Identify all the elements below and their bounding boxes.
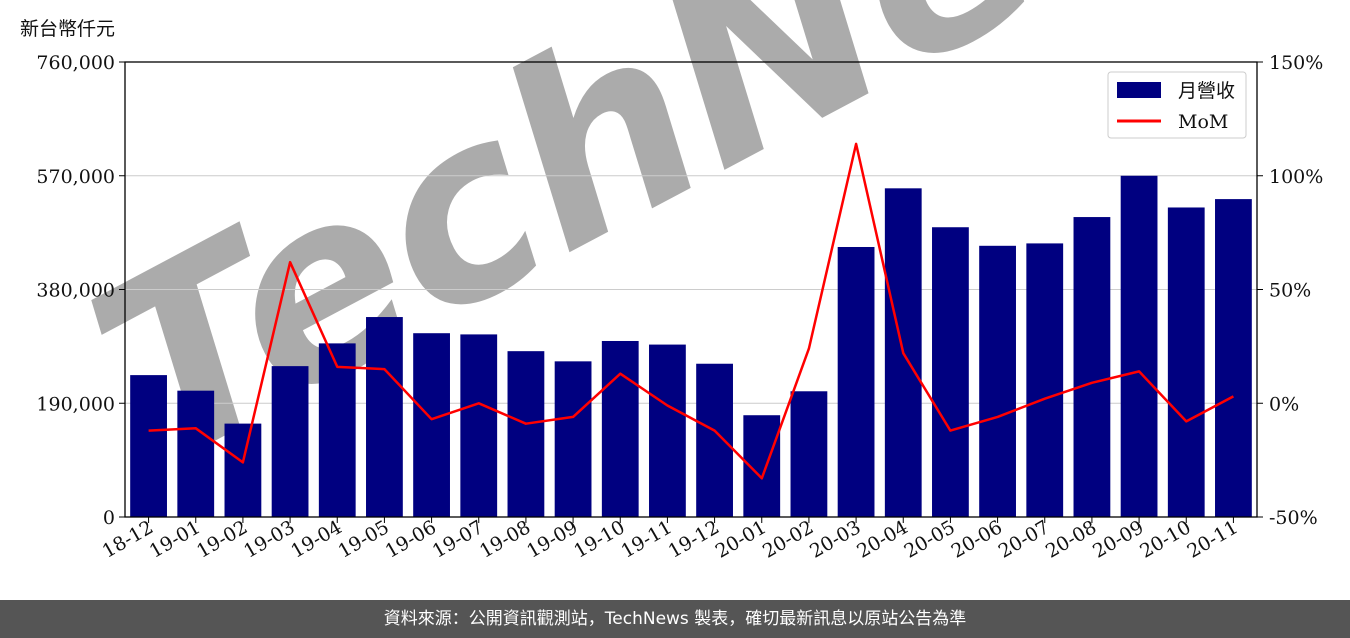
x-tick-label: 20-01: [712, 516, 770, 562]
bar-20-06: [979, 245, 1016, 517]
legend-label-mom: MoM: [1178, 111, 1228, 133]
y-axis-unit-label: 新台幣仟元: [20, 18, 116, 40]
right-tick-label: 0%: [1269, 393, 1299, 415]
x-tick-label: 20-04: [853, 516, 911, 562]
bar-19-09: [554, 361, 592, 517]
right-tick-label: 100%: [1269, 166, 1323, 188]
x-tick-label: 19-03: [240, 516, 298, 562]
grid-lines: [125, 175, 1257, 404]
x-tick-label: 20-03: [806, 516, 864, 562]
x-tick-label: 19-01: [146, 516, 204, 562]
x-tick-label: 19-06: [382, 516, 440, 562]
bar-20-09: [1120, 175, 1158, 517]
x-tick-label: 19-09: [523, 516, 581, 562]
bar-19-07: [460, 334, 498, 517]
x-tick-label: 20-08: [1042, 516, 1100, 562]
bar-18-12: [130, 375, 167, 517]
x-tick-label: 20-09: [1089, 516, 1147, 562]
x-tick-label: 19-12: [665, 516, 723, 562]
combo-chart: TechNews 0190,000380,000570,000760,000-5…: [36, 0, 1350, 563]
bar-20-11: [1215, 199, 1252, 517]
bar-20-07: [1026, 243, 1064, 518]
left-tick-label: 380,000: [36, 280, 115, 302]
right-tick-label: 150%: [1269, 52, 1323, 74]
x-tick-label: 20-10: [1136, 516, 1194, 562]
x-tick-label: 19-10: [570, 516, 628, 562]
bar-20-03: [837, 246, 875, 518]
bar-19-01: [177, 390, 215, 517]
left-tick-label: 190,000: [36, 393, 115, 415]
bar-20-05: [932, 227, 969, 517]
x-tick-label: 20-06: [948, 516, 1006, 562]
x-tick-label: 20-02: [759, 516, 817, 562]
bar-20-10: [1167, 207, 1205, 517]
x-tick-label: 19-11: [617, 516, 675, 562]
x-tick-label: 20-07: [995, 516, 1053, 562]
x-tick-label: 19-05: [334, 516, 392, 562]
x-tick-label: 19-08: [476, 516, 534, 562]
source-footer: 資料來源：公開資訊觀測站，TechNews 製表，確切最新訊息以原站公告為準: [0, 600, 1350, 638]
left-tick-label: 760,000: [36, 52, 115, 74]
bar-19-05: [366, 317, 403, 517]
right-tick-label: 50%: [1269, 280, 1311, 302]
bar-19-03: [271, 366, 309, 517]
bar-19-12: [696, 363, 733, 517]
x-tick-label: 20-11: [1183, 516, 1241, 562]
x-tick-label: 19-07: [429, 516, 487, 562]
mom-line: [148, 142, 1234, 480]
mom-line-series: [148, 142, 1234, 480]
legend: 月營收 MoM: [1107, 71, 1247, 139]
legend-swatch-revenue: [1117, 82, 1161, 98]
bar-20-08: [1073, 217, 1111, 517]
right-tick-label: -50%: [1269, 507, 1318, 529]
bar-19-06: [413, 333, 450, 517]
bar-19-11: [649, 344, 686, 517]
bar-20-02: [790, 391, 828, 517]
legend-label-revenue: 月營收: [1178, 80, 1235, 102]
left-tick-label: 0: [103, 507, 115, 529]
bar-19-08: [507, 351, 545, 517]
x-tick-label: 20-05: [900, 516, 958, 562]
bar-19-04: [318, 343, 356, 517]
x-tick-label: 19-02: [193, 516, 251, 562]
left-tick-label: 570,000: [36, 166, 115, 188]
x-tick-label: 19-04: [287, 516, 345, 562]
bar-19-10: [601, 340, 639, 517]
bar-series: [130, 175, 1252, 518]
bar-19-02: [224, 423, 262, 517]
